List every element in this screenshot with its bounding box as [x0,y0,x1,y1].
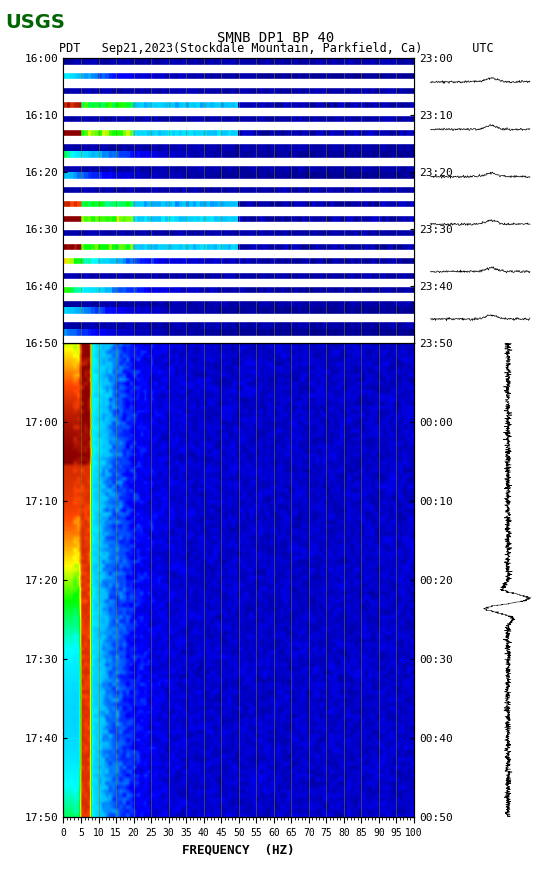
Bar [63,65,414,72]
Bar [63,158,414,165]
Bar [63,279,414,286]
Bar [63,336,414,343]
Bar [63,221,414,229]
Text: PDT   Sep21,2023(Stockdale Mountain, Parkfield, Ca)       UTC: PDT Sep21,2023(Stockdale Mountain, Parkf… [59,42,493,55]
Bar [63,236,414,243]
Text: USGS: USGS [6,13,65,32]
Bar [63,94,414,101]
Bar [63,193,414,200]
Bar [63,122,414,129]
Text: SMNB DP1 BP 40: SMNB DP1 BP 40 [217,31,335,46]
Bar [63,108,414,115]
Bar [63,137,414,144]
Bar [63,314,414,321]
Bar [63,179,414,186]
Bar [63,79,414,87]
Bar [63,293,414,300]
Bar [63,250,414,257]
X-axis label: FREQUENCY  (HZ): FREQUENCY (HZ) [183,843,295,856]
Bar [63,207,414,214]
Bar [63,264,414,271]
